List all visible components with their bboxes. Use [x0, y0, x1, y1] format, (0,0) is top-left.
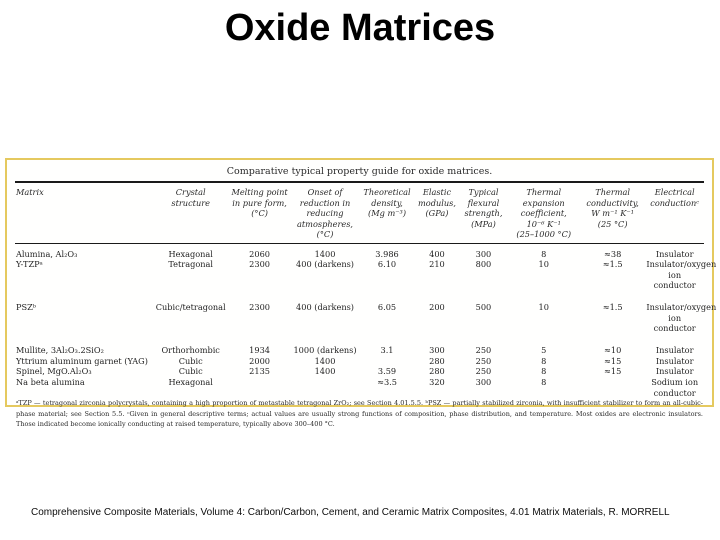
- column-header-thermal-expansion: Thermal expansion coefficient, 10⁻⁶ K⁻¹ …: [507, 182, 580, 244]
- column-header-crystal-structure: Crystal structure: [152, 182, 229, 244]
- matrix-name-cell: Mullite, 3Al₂O₃.2SiO₂: [16, 345, 104, 356]
- table-cell: [359, 356, 414, 367]
- table-cell: 280: [429, 355, 445, 366]
- table-caption: Comparative typical property guide for o…: [226, 166, 493, 177]
- table-cell: 200: [429, 302, 445, 313]
- table-cell: 8: [541, 355, 547, 366]
- matrix-name-cell: Na beta alumina: [16, 377, 85, 388]
- table-cell: 300: [475, 248, 492, 259]
- table-cell: 2135: [249, 366, 270, 377]
- table-cell: Cubic/tetragonal: [155, 302, 226, 313]
- table-cell: Hexagonal: [168, 248, 213, 259]
- table-cell: [580, 377, 645, 398]
- table-cell: 250: [475, 345, 492, 356]
- table-cell: Insulator: [655, 248, 694, 259]
- table-cell: 1400: [314, 355, 336, 366]
- table-cell: ≈10: [604, 345, 622, 356]
- table-cell: ≈1.5: [602, 302, 623, 313]
- table-cell: 320: [429, 377, 445, 388]
- table-cell: Insulator: [655, 345, 694, 356]
- column-header-density: Theoretical density, (Mg m⁻³): [359, 182, 415, 244]
- column-header-thermal-conductivity: Thermal conductivity, W m⁻¹ K⁻¹ (25 °C): [579, 182, 646, 244]
- table-cell: 210: [429, 259, 445, 270]
- table-cell: 250: [475, 355, 492, 366]
- table-cell: 400 (darkens): [296, 302, 354, 313]
- table-cell: 300: [475, 377, 492, 388]
- table-cell: 1400: [314, 366, 336, 377]
- table-row: Mullite, 3Al₂O₃.2SiO₂ Orthorhombic 1934 100…: [15, 334, 704, 356]
- table-cell: Cubic: [178, 366, 203, 377]
- column-header-onset-reduction: Onset of reduction in reducing atmospher…: [290, 182, 360, 244]
- citation-text: Comprehensive Composite Materials, Volum…: [31, 507, 670, 518]
- column-header-flexural-strength: Typical flexural strength, (MPa): [459, 182, 508, 244]
- table-cell: Insulator/oxygen ion conductor: [646, 259, 717, 291]
- matrix-name-cell: Y-TZPᵃ: [16, 259, 43, 270]
- table-row: Spinel, MgO.Al₂O₃ Cubic 2135 1400 3.59 280 250…: [15, 366, 704, 377]
- table-cell: 1400: [314, 248, 336, 259]
- table-cell: 250: [475, 366, 492, 377]
- table-cell: [229, 377, 291, 398]
- oxide-properties-table-panel: Comparative typical property guide for o…: [5, 158, 717, 428]
- table-cell: Insulator: [655, 355, 694, 366]
- table-cell: ≈15: [604, 355, 622, 366]
- table-cell: Tetragonal: [168, 259, 214, 270]
- table-cell: Insulator/oxygen ion conductor: [646, 302, 717, 334]
- table-cell: Orthorhombic: [161, 345, 220, 356]
- column-header-electrical-conduction: Electrical conductionᶜ: [645, 182, 704, 244]
- table-cell: Sodium ion conductor: [651, 377, 699, 398]
- header-row: Matrix Crystal structure Melting point i…: [15, 182, 704, 244]
- table-cell: 400: [429, 248, 445, 259]
- table-row: Yttrium aluminum garnet (YAG) Cubic 2000 14…: [15, 356, 704, 367]
- table-cell: 10: [538, 259, 549, 270]
- table-cell: Cubic: [178, 355, 203, 366]
- column-header-matrix: Matrix: [15, 182, 153, 244]
- table-cell: 2060: [249, 248, 270, 259]
- table-cell: ≈15: [604, 366, 622, 377]
- page-title: Oxide Matrices: [224, 7, 496, 49]
- table-cell: 2300: [249, 302, 270, 313]
- table-cell: 8: [541, 377, 547, 388]
- table-cell: 300: [429, 345, 445, 356]
- table-cell: 10: [538, 302, 549, 313]
- table-cell: 8: [541, 366, 547, 377]
- table-cell: 6.10: [377, 259, 397, 270]
- table-cell: 280: [429, 366, 445, 377]
- table-cell: 800: [475, 259, 492, 270]
- table-cell: Hexagonal: [168, 377, 213, 388]
- table-cell: 3.59: [377, 366, 397, 377]
- table-row: Y-TZPᵃ Tetragonal 2300 400 (darkens) 6.10 210…: [15, 259, 717, 291]
- table-cell: 2300: [249, 259, 270, 270]
- table-row: Na beta alumina Hexagonal ≈3.5 320 300 8 Sodiu…: [15, 377, 704, 398]
- table-cell: 3.1: [380, 345, 394, 356]
- table-cell: 3.986: [375, 248, 399, 259]
- table-cell: 500: [475, 302, 492, 313]
- table-cell: 6.05: [377, 302, 397, 313]
- matrix-name-cell: Spinel, MgO.Al₂O₃: [16, 366, 92, 377]
- column-header-elastic-modulus: Elastic modulus, (GPa): [414, 182, 460, 244]
- column-header-melting-point: Melting point in pure form, (°C): [228, 182, 291, 244]
- matrix-name-cell: Alumina, Al₂O₃: [16, 248, 78, 259]
- table-row: Alumina, Al₂O₃ Hexagonal 2060 1400 3.986 400 3…: [15, 243, 704, 259]
- table-cell: ≈38: [604, 248, 622, 259]
- table-cell: 400 (darkens): [296, 259, 354, 270]
- table-cell: 1934: [249, 345, 270, 356]
- table-cell: 5: [541, 345, 547, 356]
- table-cell: [291, 377, 360, 398]
- table-cell: ≈3.5: [377, 377, 397, 388]
- table-cell: ≈1.5: [602, 259, 623, 270]
- table-cell: Insulator: [655, 366, 694, 377]
- matrix-name-cell: PSZᵇ: [16, 302, 37, 313]
- table-footnote: ᵃTZP — tetragonal zirconia polycrystals,…: [16, 399, 703, 429]
- table-cell: 2000: [249, 355, 270, 366]
- matrix-name-cell: Yttrium aluminum garnet (YAG): [16, 355, 148, 366]
- table-cell: 8: [541, 248, 547, 259]
- properties-table: Matrix Crystal structure Melting point i…: [15, 181, 717, 398]
- table-cell: 1000 (darkens): [293, 345, 357, 356]
- table-row: PSZᵇ Cubic/tetragonal 2300 400 (darkens) 6.0…: [15, 291, 717, 334]
